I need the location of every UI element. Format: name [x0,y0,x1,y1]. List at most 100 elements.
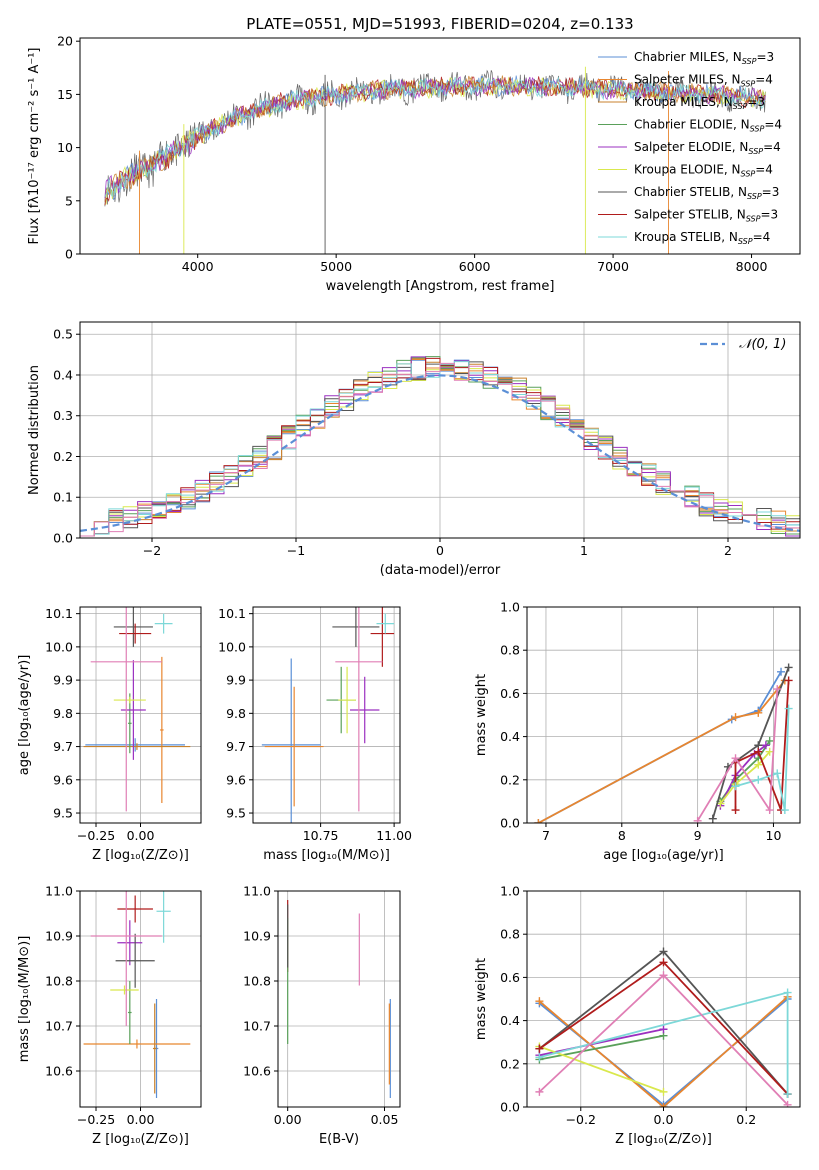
weight-line [696,689,779,822]
weight-vs-metallicity-panel: −0.2 0.0 0.2 0.0 0.2 0.4 0.6 0.8 1.0 Z [log₁₀(Z/Z… [474,884,801,1147]
normal-curve [80,374,800,532]
x-tick-label: 11.00 [376,828,412,843]
weight-line [538,996,789,1107]
weight-marker [659,1087,668,1096]
y-tick-label: 11.0 [243,884,271,899]
plot-area [534,663,793,823]
plot-area [83,607,191,812]
weight-marker [659,1025,668,1034]
plot-area [287,900,391,1098]
spectrum-line [104,75,766,203]
x-axis-label: wavelength [Angstrom, rest frame] [326,279,555,294]
weight-vs-age-panel: 7 8 9 10 0.0 0.2 0.4 0.6 0.8 1.0 age [log₁₀(age/yr… [474,600,801,863]
y-tick-label: 0.0 [53,531,73,546]
x-tick-label: 1 [580,543,588,558]
x-axis-label: Z [log₁₀(Z/Z⊙)] [92,848,189,863]
plot-area [80,356,800,537]
y-axis-label: mass [log₁₀(M/M⊙)] [17,936,32,1063]
y-tick-label: 10.7 [243,1019,271,1034]
y-tick-label: 10.0 [45,639,73,654]
y-tick-label: 0.8 [500,643,520,658]
x-tick-label: 8 [618,828,626,843]
y-tick-label: 10.6 [45,1064,73,1079]
y-tick-label: 0.2 [500,772,520,787]
weight-line [539,1028,664,1057]
weight-marker [708,814,717,823]
residuals-panel: −2 −1 0 1 2 0.0 0.1 0.2 0.3 0.4 0.5 (data-model)/er… [27,321,801,578]
y-tick-label: 0 [65,247,73,262]
weight-line [537,671,782,823]
legend-label: Kroupa STELIB, NSSP=4 [634,230,770,246]
legend-label: Kroupa MILES, NSSP=3 [634,95,765,111]
weight-marker [773,685,782,694]
weight-line [711,667,790,819]
axes-frame [277,890,401,1108]
figure-title: PLATE=0551, MJD=51993, FIBERID=0204, z=0… [246,15,633,33]
weight-marker [754,775,763,784]
weight-marker [761,741,770,750]
x-tick-label: 7 [542,828,550,843]
weight-marker [659,947,668,956]
y-tick-label: 0.4 [500,729,520,744]
spectrum-panel: 4000 5000 6000 7000 8000 0 5 10 15 20 wavelength [… [27,34,801,294]
spectrum-line [104,76,766,206]
plot-area [104,66,766,254]
y-axis-label: age [log₁₀(age/yr)] [17,655,32,776]
y-tick-label: 10.1 [45,606,73,621]
y-tick-label: 10.6 [243,1064,271,1079]
legend-label: 𝒩(0, 1) [739,337,786,352]
y-axis-label: Normed distribution [27,365,42,495]
x-axis-label: (data-model)/error [380,563,501,578]
axes-frame [79,890,202,1108]
y-tick-label: 0.8 [500,927,520,942]
y-tick-label: 5 [65,193,73,208]
axes-frame [526,606,801,824]
y-tick-label: 1.0 [500,884,520,899]
y-tick-label: 9.5 [53,806,73,821]
weight-line [539,1034,664,1061]
x-axis-label: Z [log₁₀(Z/Z⊙)] [615,1132,712,1147]
y-tick-label: 0.0 [500,1100,520,1115]
weight-marker [754,708,763,717]
y-tick-label: 15 [57,87,73,102]
y-tick-label: 0.4 [53,367,73,382]
weight-marker [659,958,668,967]
x-tick-label: 0.0 [654,1112,674,1127]
y-tick-label: 0.6 [500,970,520,985]
x-tick-label: 0.05 [371,1112,399,1127]
legend-label: Salpeter MILES, NSSP=4 [634,73,773,89]
x-tick-label: 0.00 [127,828,155,843]
weight-marker [659,1103,668,1107]
weight-marker [780,806,789,815]
weight-marker [535,1053,544,1062]
x-tick-label: −1 [287,543,305,558]
weight-marker [783,1090,792,1099]
x-tick-label: 8000 [736,259,768,274]
weight-marker [765,747,774,756]
x-tick-label: 10 [766,828,782,843]
plot-area [261,607,395,823]
y-tick-label: 10.9 [45,929,73,944]
x-axis-label: Z [log₁₀(Z/Z⊙)] [92,1132,189,1147]
weight-marker [765,806,774,815]
weight-line [537,679,786,823]
x-axis-label: E(B-V) [319,1132,359,1147]
weight-line [719,744,767,807]
x-tick-label: 0 [436,543,444,558]
x-tick-label: 2 [724,543,732,558]
weight-marker [783,1100,792,1107]
y-tick-label: 1.0 [500,600,520,615]
weight-marker [693,816,702,823]
weight-marker [731,782,740,791]
y-tick-label: 0.2 [53,449,73,464]
y-axis-label: mass weight [474,958,489,1040]
x-tick-label: 9 [694,828,702,843]
y-tick-label: 9.7 [226,739,246,754]
x-tick-label: 7000 [597,259,629,274]
weight-marker [765,736,774,745]
y-tick-label: 9.9 [226,673,246,688]
weight-marker [534,819,543,823]
y-tick-label: 9.7 [53,739,73,754]
weight-marker [784,676,793,685]
